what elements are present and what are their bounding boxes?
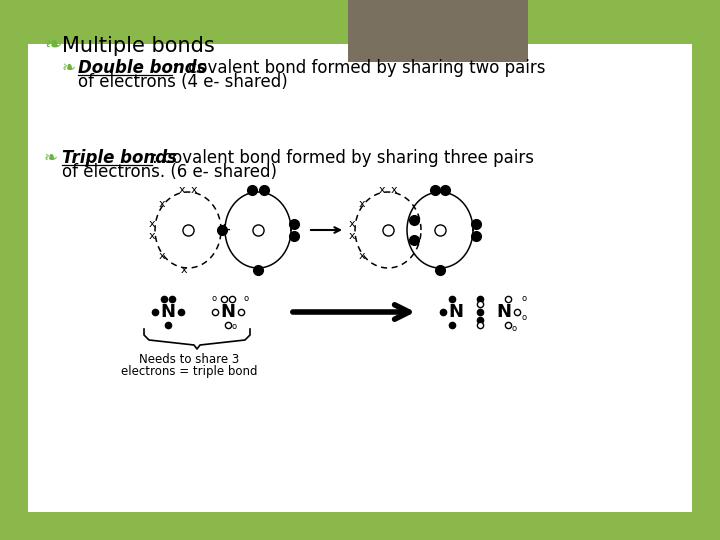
Text: Double bonds: Double bonds bbox=[78, 59, 207, 77]
Text: o: o bbox=[521, 313, 526, 322]
Text: +: + bbox=[217, 221, 232, 239]
Text: Needs to share 3: Needs to share 3 bbox=[139, 353, 239, 366]
Text: x: x bbox=[158, 251, 166, 261]
Text: N: N bbox=[497, 303, 511, 321]
Text: x: x bbox=[181, 265, 187, 275]
Text: o: o bbox=[244, 294, 249, 303]
Text: Multiple bonds: Multiple bonds bbox=[62, 36, 215, 56]
Bar bbox=[348, 0, 528, 62]
Text: ❧: ❧ bbox=[44, 149, 58, 167]
Text: N: N bbox=[449, 303, 464, 321]
Text: ❧: ❧ bbox=[44, 36, 61, 56]
Text: N: N bbox=[161, 303, 176, 321]
Text: x: x bbox=[391, 185, 397, 195]
Text: x: x bbox=[179, 185, 185, 195]
Text: Triple bonds: Triple bonds bbox=[62, 149, 177, 167]
Text: x: x bbox=[158, 199, 166, 209]
Text: :  covalent bond formed by sharing two pairs: : covalent bond formed by sharing two pa… bbox=[172, 59, 546, 77]
Text: x: x bbox=[379, 185, 385, 195]
Text: o: o bbox=[512, 324, 517, 333]
Text: x: x bbox=[359, 251, 365, 261]
Text: ❧: ❧ bbox=[62, 59, 76, 77]
Text: x: x bbox=[348, 231, 355, 241]
Text: x: x bbox=[359, 199, 365, 209]
Text: x: x bbox=[149, 231, 156, 241]
Text: electrons = triple bond: electrons = triple bond bbox=[121, 365, 257, 378]
Text: of electrons. (6 e- shared): of electrons. (6 e- shared) bbox=[62, 163, 277, 181]
Text: o: o bbox=[232, 322, 237, 331]
Text: of electrons (4 e- shared): of electrons (4 e- shared) bbox=[78, 73, 288, 91]
Text: o: o bbox=[212, 294, 217, 303]
Text: o: o bbox=[521, 294, 526, 303]
Text: x: x bbox=[191, 185, 197, 195]
Text: x: x bbox=[348, 219, 355, 229]
Text: x: x bbox=[149, 219, 156, 229]
Bar bbox=[28, 44, 692, 512]
Text: N: N bbox=[220, 303, 235, 321]
Text: : covalent bond formed by sharing three pairs: : covalent bond formed by sharing three … bbox=[152, 149, 534, 167]
